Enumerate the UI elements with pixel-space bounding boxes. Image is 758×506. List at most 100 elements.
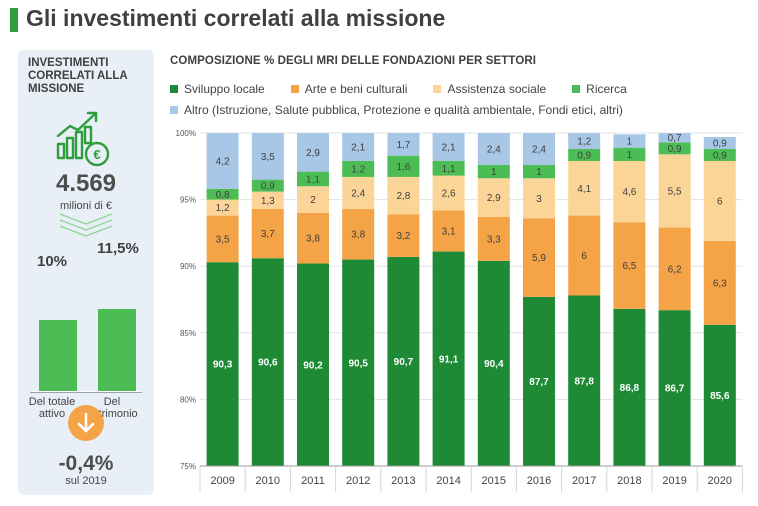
- data-label: 1,2: [216, 203, 230, 214]
- data-label: 2: [310, 195, 316, 206]
- data-label: 6,5: [622, 261, 636, 272]
- side-bar: [98, 309, 136, 392]
- legend-swatch: [433, 85, 441, 93]
- data-label: 3,1: [442, 226, 456, 237]
- data-label: 1: [627, 136, 633, 147]
- data-label: 90,4: [484, 359, 504, 370]
- data-label: 0,7: [668, 133, 682, 144]
- legend-item: Ricerca: [572, 82, 627, 96]
- data-label: 0,9: [713, 138, 727, 149]
- data-label: 1,1: [306, 174, 320, 185]
- arrow-down-icon: [68, 405, 104, 441]
- chart-title: COMPOSIZIONE % DEGLI MRI DELLE FONDAZION…: [170, 55, 536, 67]
- x-tick-label: 2014: [436, 475, 460, 487]
- legend-item: Assistenza sociale: [433, 82, 546, 96]
- y-tick-label: 80%: [180, 395, 196, 404]
- data-label: 1,1: [442, 164, 456, 175]
- data-label: 86,7: [665, 384, 685, 395]
- y-tick-label: 85%: [180, 329, 196, 338]
- data-label: 6: [717, 196, 723, 207]
- data-label: 0,9: [261, 181, 275, 192]
- y-tick-label: 75%: [180, 462, 196, 471]
- y-tick-label: 90%: [180, 262, 196, 271]
- data-label: 1,3: [261, 196, 275, 207]
- legend-item: Arte e beni culturali: [291, 82, 408, 96]
- data-label: 3,7: [261, 229, 275, 240]
- data-label: 3: [536, 194, 542, 205]
- data-label: 0,9: [577, 150, 591, 161]
- data-label: 1: [627, 150, 633, 161]
- legend-item: Altro (Istruzione, Salute pubblica, Prot…: [170, 103, 623, 117]
- data-label: 4,6: [622, 187, 636, 198]
- x-tick-label: 2018: [617, 475, 641, 487]
- x-tick-label: 2015: [482, 475, 506, 487]
- data-label: 90,5: [348, 358, 368, 369]
- side-bar: [39, 320, 77, 392]
- data-label: 5,9: [532, 253, 546, 264]
- data-label: 1,2: [351, 164, 365, 175]
- data-label: 0,8: [216, 190, 230, 201]
- data-label: 2,4: [532, 144, 546, 155]
- data-label: 0,9: [668, 144, 682, 155]
- data-label: 3,5: [261, 152, 275, 163]
- data-label: 1,6: [396, 162, 410, 173]
- data-label: 4,1: [577, 184, 591, 195]
- data-label: 86,8: [620, 383, 640, 394]
- x-tick-label: 2009: [210, 475, 234, 487]
- money-growth-icon: €: [56, 110, 116, 168]
- data-label: 2,9: [306, 148, 320, 159]
- data-label: 91,1: [439, 354, 459, 365]
- data-label: 87,8: [574, 376, 594, 387]
- data-label: 6,3: [713, 278, 727, 289]
- stacked-bar-chart: 75% 80% 85% 90% 95% 100% 90,3 3,5 1,2 0,8 4,2 90,6 3…: [160, 120, 750, 495]
- data-label: 2,4: [487, 144, 501, 155]
- data-label: 1: [491, 167, 497, 178]
- side-panel-heading: INVESTIMENTI CORRELATI ALLA MISSIONE: [28, 57, 148, 96]
- legend-label: Arte e beni culturali: [305, 82, 408, 96]
- x-tick-label: 2019: [662, 475, 686, 487]
- data-label: 90,3: [213, 360, 233, 371]
- data-label: 3,3: [487, 234, 501, 245]
- x-tick-label: 2011: [301, 475, 325, 487]
- change-caption: sul 2019: [18, 475, 154, 487]
- chart-legend: Sviluppo locale Arte e beni culturali As…: [170, 80, 750, 122]
- data-label: 5,5: [668, 186, 682, 197]
- side-panel: INVESTIMENTI CORRELATI ALLA MISSIONE € 4…: [18, 50, 154, 495]
- data-label: 0,9: [713, 150, 727, 161]
- divider: [32, 391, 140, 392]
- x-tick-label: 2013: [391, 475, 415, 487]
- side-bar-axis: [30, 392, 142, 393]
- side-bar-label: 11,5%: [90, 240, 146, 257]
- legend-label: Ricerca: [586, 82, 627, 96]
- title-accent-bar: [10, 8, 18, 32]
- y-tick-label: 95%: [180, 196, 196, 205]
- legend-swatch: [291, 85, 299, 93]
- x-tick-label: 2017: [572, 475, 596, 487]
- data-label: 87,7: [529, 377, 549, 388]
- legend-label: Sviluppo locale: [184, 82, 265, 96]
- svg-text:€: €: [93, 147, 100, 162]
- data-label: 4,2: [216, 156, 230, 167]
- legend-label: Altro (Istruzione, Salute pubblica, Prot…: [184, 103, 623, 117]
- data-label: 85,6: [710, 391, 730, 402]
- data-label: 1: [536, 167, 542, 178]
- total-investment-value: 4.569: [18, 170, 154, 198]
- x-tick-label: 2010: [256, 475, 280, 487]
- data-label: 2,1: [442, 142, 456, 153]
- legend-item: Sviluppo locale: [170, 82, 265, 96]
- data-label: 2,6: [442, 188, 456, 199]
- x-tick-label: 2012: [346, 475, 370, 487]
- y-tick-label: 100%: [176, 129, 196, 138]
- data-label: 1,2: [577, 136, 591, 147]
- data-label: 3,8: [351, 230, 365, 241]
- data-label: 2,4: [351, 188, 365, 199]
- data-label: 2,8: [396, 191, 410, 202]
- data-label: 3,5: [216, 234, 230, 245]
- data-label: 3,2: [396, 231, 410, 242]
- legend-swatch: [170, 106, 178, 114]
- data-label: 2,9: [487, 193, 501, 204]
- data-label: 6: [581, 251, 587, 262]
- side-bar-label: 10%: [32, 253, 72, 270]
- legend-swatch: [170, 85, 178, 93]
- data-label: 90,6: [258, 358, 278, 369]
